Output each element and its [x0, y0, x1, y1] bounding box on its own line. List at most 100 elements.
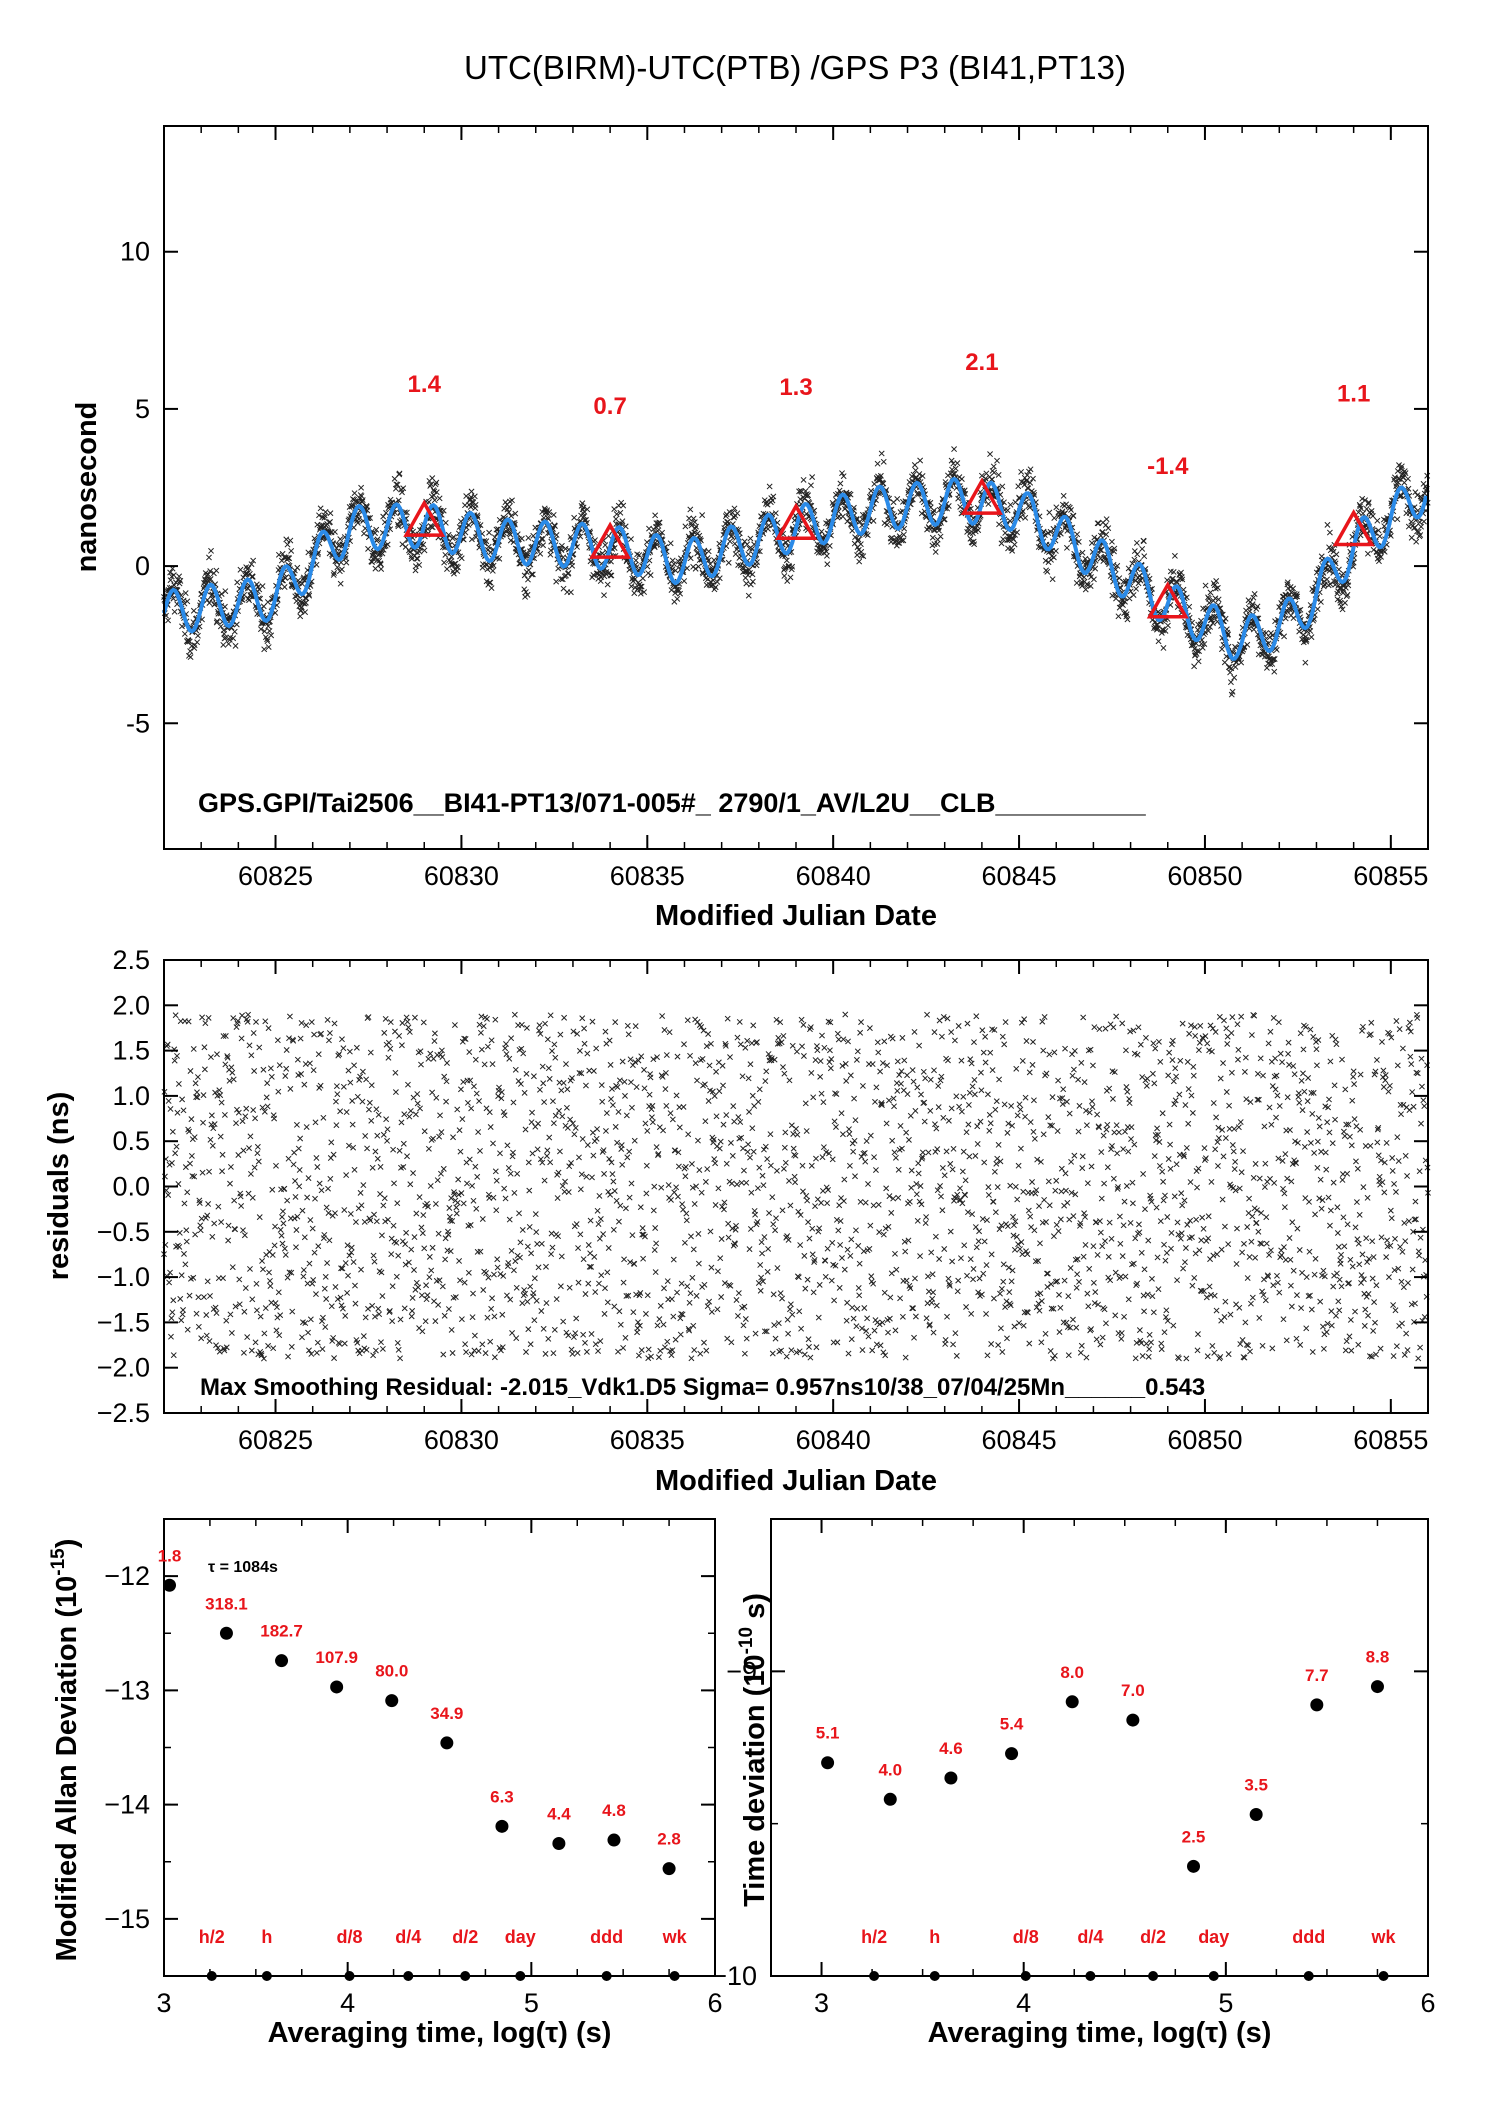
residual-point: [238, 1203, 245, 1209]
residual-point: [279, 1240, 286, 1247]
residual-point: [889, 1137, 896, 1144]
residual-point: [725, 1234, 732, 1241]
residual-point: [977, 1118, 984, 1125]
measurement-point: [472, 501, 479, 508]
residual-point: [772, 1335, 779, 1342]
measurement-point: [486, 529, 493, 536]
measurement-point: [231, 628, 238, 635]
residual-point: [579, 1015, 586, 1022]
residual-point: [585, 1242, 592, 1248]
residual-point: [197, 1227, 204, 1234]
residual-point: [560, 1079, 567, 1086]
residual-point: [582, 1339, 588, 1346]
residual-point: [792, 1179, 799, 1186]
residual-point: [556, 1107, 562, 1114]
measurement-point: [322, 509, 329, 515]
residual-point: [777, 1290, 784, 1297]
measurement-point: [374, 536, 381, 543]
residual-point: [687, 1052, 694, 1059]
residual-point: [248, 1052, 255, 1059]
measurement-point: [824, 561, 831, 568]
residual-point: [363, 1076, 370, 1083]
residual-point: [746, 1108, 753, 1115]
measurement-point: [406, 549, 413, 556]
measurement-point: [837, 480, 844, 487]
residual-point: [869, 1061, 876, 1068]
residual-point: [871, 1327, 878, 1334]
residual-point: [271, 1242, 278, 1249]
residual-point: [665, 1182, 672, 1189]
residual-point: [834, 1339, 841, 1346]
residual-point: [323, 1204, 330, 1211]
measurement-point: [171, 582, 178, 589]
residual-point: [284, 1197, 291, 1204]
residual-point: [407, 1107, 414, 1114]
residual-point: [827, 1065, 834, 1072]
residual-point: [599, 1148, 606, 1155]
measurement-point: [539, 535, 546, 542]
residual-point: [890, 1095, 897, 1102]
residual-point: [714, 1268, 721, 1275]
residual-point: [407, 1181, 414, 1188]
residual-point: [502, 1195, 509, 1202]
measurement-point: [264, 638, 271, 645]
measurement-point: [508, 513, 515, 519]
residual-point: [834, 1030, 841, 1037]
residual-point: [337, 1108, 344, 1115]
residual-point: [526, 1223, 533, 1230]
residual-point: [184, 1189, 191, 1196]
measurement-point: [692, 525, 699, 532]
measurement-point: [380, 513, 387, 520]
residual-point: [250, 1030, 257, 1036]
measurement-point: [505, 509, 512, 516]
residual-point: [826, 1059, 833, 1065]
measurement-point: [217, 623, 224, 630]
measurement-point: [393, 481, 400, 488]
measurement-point: [560, 554, 567, 561]
residual-point: [517, 1239, 524, 1246]
residual-point: [475, 1129, 482, 1136]
residual-point: [401, 1305, 408, 1312]
residual-point: [377, 1191, 384, 1197]
measurement-point: [766, 483, 773, 490]
measurement-point: [1074, 531, 1081, 538]
residual-point: [723, 1112, 730, 1118]
residual-point: [345, 1272, 351, 1279]
residual-point: [977, 1069, 984, 1076]
measurement-point: [394, 521, 401, 528]
residual-point: [807, 1354, 814, 1361]
residual-point: [178, 1272, 185, 1279]
residual-point: [382, 1015, 389, 1022]
residual-point: [168, 1333, 174, 1340]
residual-point: [656, 1316, 663, 1323]
residual-point: [503, 1051, 510, 1058]
marker-label: 1.4: [408, 371, 442, 398]
residual-point: [531, 1317, 538, 1324]
measurement-point: [427, 482, 434, 489]
residual-point: [332, 1284, 339, 1290]
residual-point: [750, 1022, 757, 1029]
residual-point: [866, 1245, 873, 1252]
residual-point: [568, 1346, 575, 1353]
residual-point: [257, 1313, 264, 1320]
residual-point: [604, 1299, 611, 1306]
residual-point: [909, 1067, 916, 1074]
residual-point: [430, 1135, 437, 1142]
residual-point: [532, 1211, 539, 1218]
residual-point: [206, 1338, 213, 1345]
residual-point: [782, 1129, 789, 1136]
residual-point: [609, 1102, 616, 1109]
residual-point: [209, 1142, 216, 1149]
residual-point: [592, 1341, 599, 1348]
residual-point: [563, 1061, 569, 1068]
residual-point: [453, 1210, 460, 1217]
residual-point: [844, 1299, 851, 1306]
measurement-point: [331, 569, 338, 576]
measurement-point: [540, 542, 547, 549]
measurement-point: [358, 493, 365, 500]
residual-point: [948, 1105, 955, 1112]
residual-point: [976, 1228, 983, 1235]
residual-point: [262, 1305, 269, 1312]
residual-point: [582, 1291, 589, 1297]
residual-point: [661, 1027, 668, 1033]
